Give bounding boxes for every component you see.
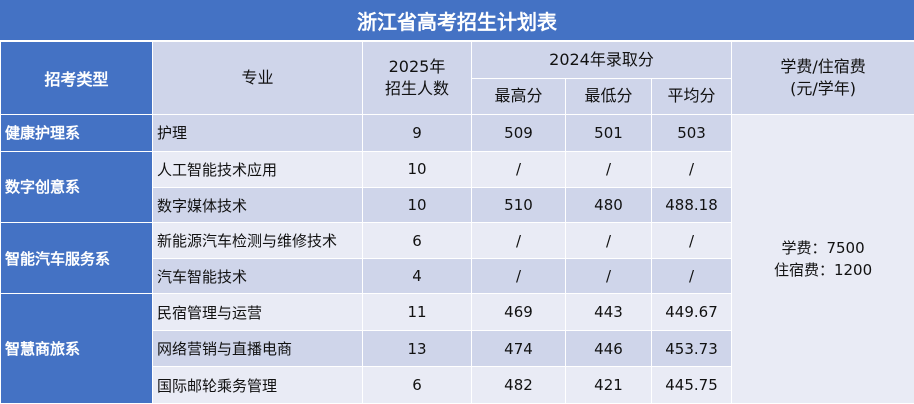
min-score-cell: 421 <box>565 366 652 404</box>
max-score-cell: 510 <box>471 186 566 224</box>
table-row: 智慧商旅系 民宿管理与运营 11 469 443 449.67 <box>0 293 914 404</box>
category-health-nursing: 健康护理系 <box>0 114 153 152</box>
major-cell: 新能源汽车检测与维修技术 <box>152 222 363 259</box>
avg-score-cell: 445.75 <box>650 366 733 404</box>
header-major: 专业 <box>152 41 363 115</box>
table-title: 浙江省高考招生计划表 <box>0 0 914 40</box>
header-fee-line1: 学费/住宿费 <box>780 57 866 76</box>
major-cell: 汽车智能技术 <box>152 257 363 295</box>
plan-count-cell: 4 <box>362 257 472 295</box>
avg-score-cell: 488.18 <box>650 186 733 224</box>
plan-count-cell: 10 <box>362 150 472 188</box>
header-avg: 平均分 <box>650 77 733 115</box>
min-score-cell: 446 <box>565 329 652 368</box>
plan-count-cell: 9 <box>362 114 472 152</box>
min-score-cell: 501 <box>565 114 652 152</box>
fee-cell: 学费：7500 住宿费：1200 <box>731 114 914 404</box>
header-plan-count: 招生人数 <box>384 79 449 98</box>
table-row: 国际邮轮乘务管理 6 482 421 445.75 <box>1 366 914 404</box>
max-score-cell: / <box>471 150 566 188</box>
header-min: 最低分 <box>565 77 652 115</box>
header-plan: 2025年 招生人数 <box>362 41 472 115</box>
header-max: 最高分 <box>471 77 566 115</box>
min-score-cell: / <box>565 150 652 188</box>
major-cell: 护理 <box>152 114 363 152</box>
min-score-cell: 443 <box>565 293 652 331</box>
header-score-group: 2024年录取分 <box>470 41 733 79</box>
avg-score-cell: / <box>650 150 733 188</box>
max-score-cell: 482 <box>471 366 566 404</box>
plan-count-cell: 11 <box>362 293 472 331</box>
major-cell: 国际邮轮乘务管理 <box>152 366 363 404</box>
plan-count-cell: 6 <box>362 366 472 404</box>
tuition-fee: 学费：7500 <box>781 239 865 257</box>
min-score-cell: / <box>565 257 652 295</box>
header-category: 招考类型 <box>0 41 153 115</box>
plan-count-cell: 13 <box>362 329 472 368</box>
category-digital-creative: 数字创意系 <box>0 150 153 224</box>
max-score-cell: 469 <box>471 293 566 331</box>
min-score-cell: 480 <box>565 186 652 224</box>
major-cell: 民宿管理与运营 <box>152 293 363 331</box>
header-fee-line2: (元/学年) <box>790 79 856 98</box>
table-row: 汽车智能技术 4 / / / <box>1 257 914 295</box>
table-row: 网络营销与直播电商 13 474 446 453.73 <box>1 329 914 368</box>
min-score-cell: / <box>565 222 652 259</box>
max-score-cell: / <box>471 257 566 295</box>
major-cell: 人工智能技术应用 <box>152 150 363 188</box>
avg-score-cell: 503 <box>650 114 733 152</box>
table-row: 数字媒体技术 10 510 480 488.18 <box>1 186 914 224</box>
max-score-cell: 474 <box>471 329 566 368</box>
plan-count-cell: 6 <box>362 222 472 259</box>
table-row: 数字创意系 人工智能技术应用 10 / / / <box>0 150 914 224</box>
avg-score-cell: 453.73 <box>650 329 733 368</box>
plan-count-cell: 10 <box>362 186 472 224</box>
table-row: 健康护理系 护理 9 509 501 503 学费：7500 住宿费：1200 <box>0 114 914 404</box>
max-score-cell: / <box>471 222 566 259</box>
header-plan-year: 2025年 <box>388 57 446 76</box>
max-score-cell: 509 <box>471 114 566 152</box>
lodging-fee: 住宿费：1200 <box>773 261 873 279</box>
category-smart-tourism: 智慧商旅系 <box>0 293 153 404</box>
table-row: 智能汽车服务系 新能源汽车检测与维修技术 6 / / / <box>0 222 914 295</box>
enrollment-plan-table: 招考类型 专业 2025年 招生人数 2024年录取分 学费/住宿费 (元/学年… <box>0 41 914 404</box>
header-fee: 学费/住宿费 (元/学年) <box>731 41 914 115</box>
avg-score-cell: / <box>650 222 733 259</box>
avg-score-cell: / <box>650 257 733 295</box>
major-cell: 网络营销与直播电商 <box>152 329 363 368</box>
category-smart-auto: 智能汽车服务系 <box>0 222 153 295</box>
major-cell: 数字媒体技术 <box>152 186 363 224</box>
avg-score-cell: 449.67 <box>650 293 733 331</box>
